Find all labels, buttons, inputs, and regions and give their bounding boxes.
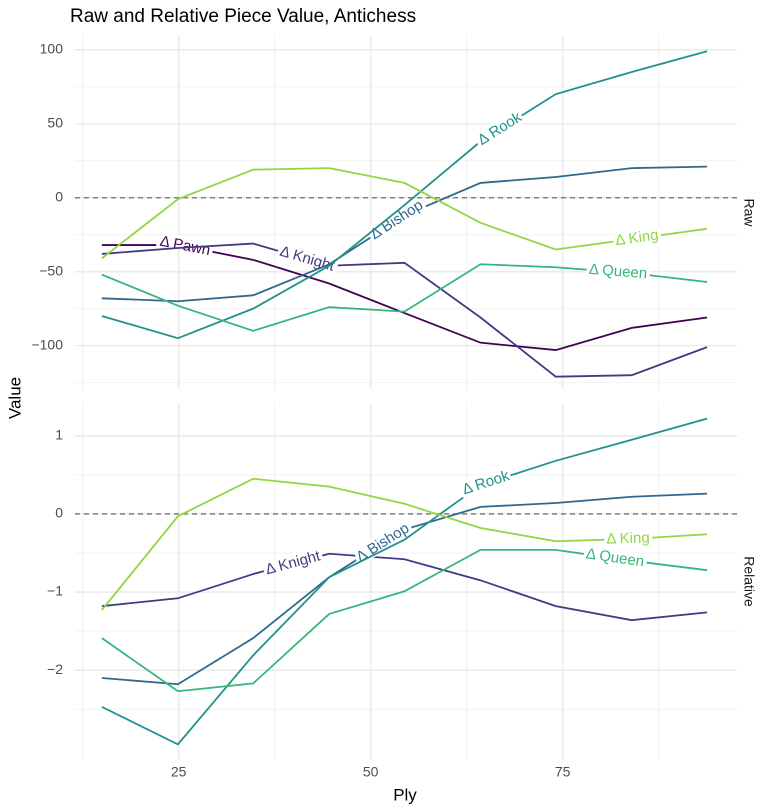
y-tick-label: 100 — [40, 40, 64, 56]
chart-title: Raw and Relative Piece Value, Antichess — [70, 6, 416, 27]
series-label: Δ King — [606, 529, 650, 547]
y-tick-label: −1 — [47, 583, 63, 599]
series-label: Δ Queen — [588, 261, 648, 282]
facet-strip-label: Relative — [741, 556, 757, 607]
x-tick-label: 25 — [171, 764, 187, 780]
series-label: Δ Bishop — [367, 197, 426, 243]
y-axis-label: Value — [5, 377, 24, 419]
y-tick-label: 0 — [55, 505, 63, 521]
series-line — [101, 263, 708, 332]
series-label: Δ Knight — [264, 547, 323, 578]
y-tick-label: 50 — [47, 114, 63, 130]
series-line — [101, 492, 708, 686]
series-line — [101, 552, 708, 622]
series-line — [101, 244, 708, 351]
series-line — [101, 417, 708, 746]
series-label: Δ Queen — [585, 545, 645, 570]
x-axis-label: Ply — [393, 785, 417, 804]
series-line — [101, 165, 708, 303]
y-tick-label: 1 — [55, 427, 63, 443]
y-tick-label: −100 — [31, 336, 63, 352]
series-line — [101, 242, 708, 378]
y-tick-label: −2 — [47, 661, 63, 677]
series-label: Δ Rook — [475, 108, 525, 148]
series-label: Δ Rook — [460, 467, 512, 498]
series-line — [101, 477, 708, 611]
y-tick-label: −50 — [39, 262, 63, 278]
series-line — [101, 167, 708, 260]
x-tick-label: 50 — [363, 764, 379, 780]
series-line — [101, 50, 708, 340]
y-tick-label: 0 — [55, 188, 63, 204]
series-label: Δ King — [614, 227, 659, 250]
series-line — [101, 548, 708, 693]
facet-strip-label: Raw — [741, 198, 757, 227]
x-tick-label: 75 — [555, 764, 571, 780]
